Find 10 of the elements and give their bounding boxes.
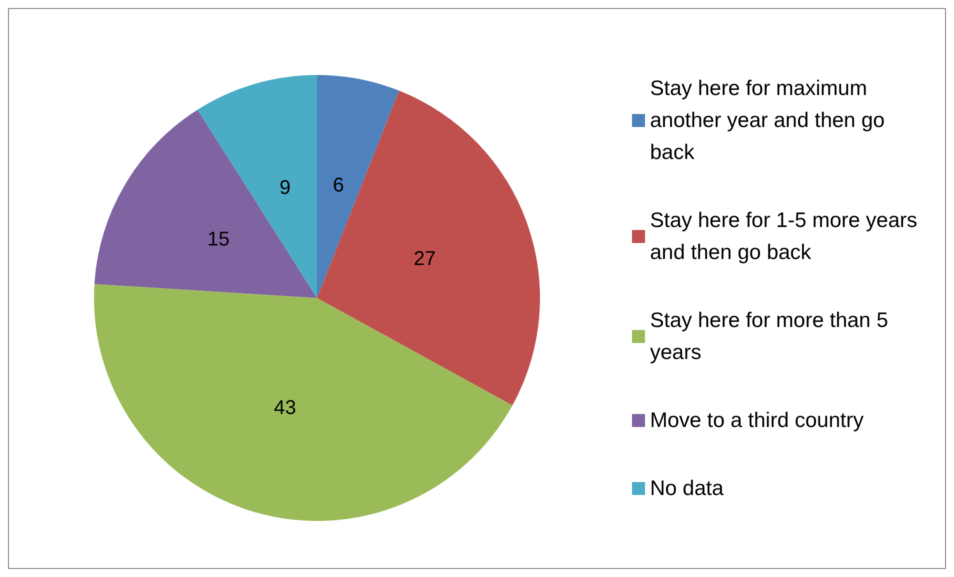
- data-label: 43: [274, 396, 296, 419]
- legend-label: No data: [650, 477, 724, 500]
- data-label: 9: [279, 177, 291, 200]
- data-label: 15: [207, 228, 230, 251]
- legend-label: Stay here for 1-5 more years and then go back: [650, 209, 924, 264]
- legend-label: Stay here for maximum another year and then go back: [650, 77, 891, 164]
- legend-label: Stay here for more than 5 years: [650, 309, 894, 364]
- data-label: 27: [414, 248, 436, 270]
- legend-label: Move to a third country: [650, 409, 864, 432]
- data-label: 6: [332, 174, 344, 197]
